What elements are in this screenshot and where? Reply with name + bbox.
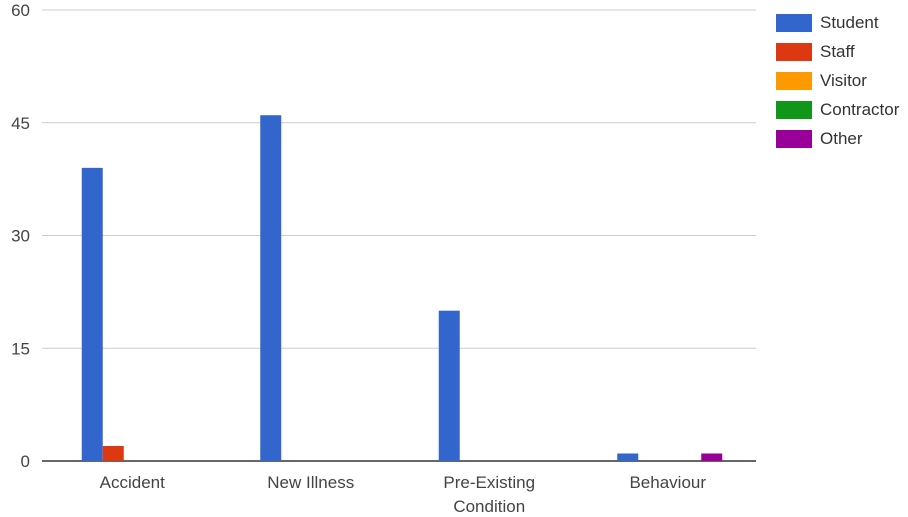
legend-swatch [776, 42, 812, 61]
legend-label: Staff [820, 41, 855, 61]
bar-student-1 [260, 115, 282, 461]
x-tick-label: Behaviour [629, 473, 706, 492]
legend-item: Staff [776, 37, 899, 66]
chart-plot: 0 15 30 45 60 Accident New Illness Pre-Existing… [11, 1, 756, 516]
x-tick-label: New Illness [267, 473, 354, 492]
y-tick-label: 30 [11, 227, 30, 246]
legend-label: Visitor [820, 70, 867, 90]
legend-label: Other [820, 128, 863, 148]
y-tick-label: 0 [21, 452, 30, 471]
y-tick-label: 15 [11, 339, 30, 358]
legend-item: Other [776, 124, 899, 153]
bar-other-3 [701, 453, 723, 461]
legend-item: Visitor [776, 66, 899, 95]
legend-swatch [776, 129, 812, 148]
bar-student-3 [617, 453, 639, 461]
x-tick-label: Accident [100, 473, 165, 492]
y-tick-label: 60 [11, 1, 30, 20]
bar-student-0 [81, 167, 103, 461]
legend-swatch [776, 13, 812, 32]
legend: Student Staff Visitor Contractor Other [776, 8, 899, 153]
legend-swatch [776, 71, 812, 90]
legend-swatch [776, 100, 812, 119]
y-tick-label: 45 [11, 114, 30, 133]
bar-staff-0 [102, 445, 124, 461]
legend-label: Student [820, 12, 879, 32]
legend-label: Contractor [820, 99, 900, 119]
bar-student-2 [438, 310, 460, 461]
x-tick-label: Pre-Existing [443, 473, 535, 492]
legend-item: Contractor [776, 95, 899, 124]
x-tick-label: Condition [453, 497, 525, 516]
legend-item: Student [776, 8, 899, 37]
